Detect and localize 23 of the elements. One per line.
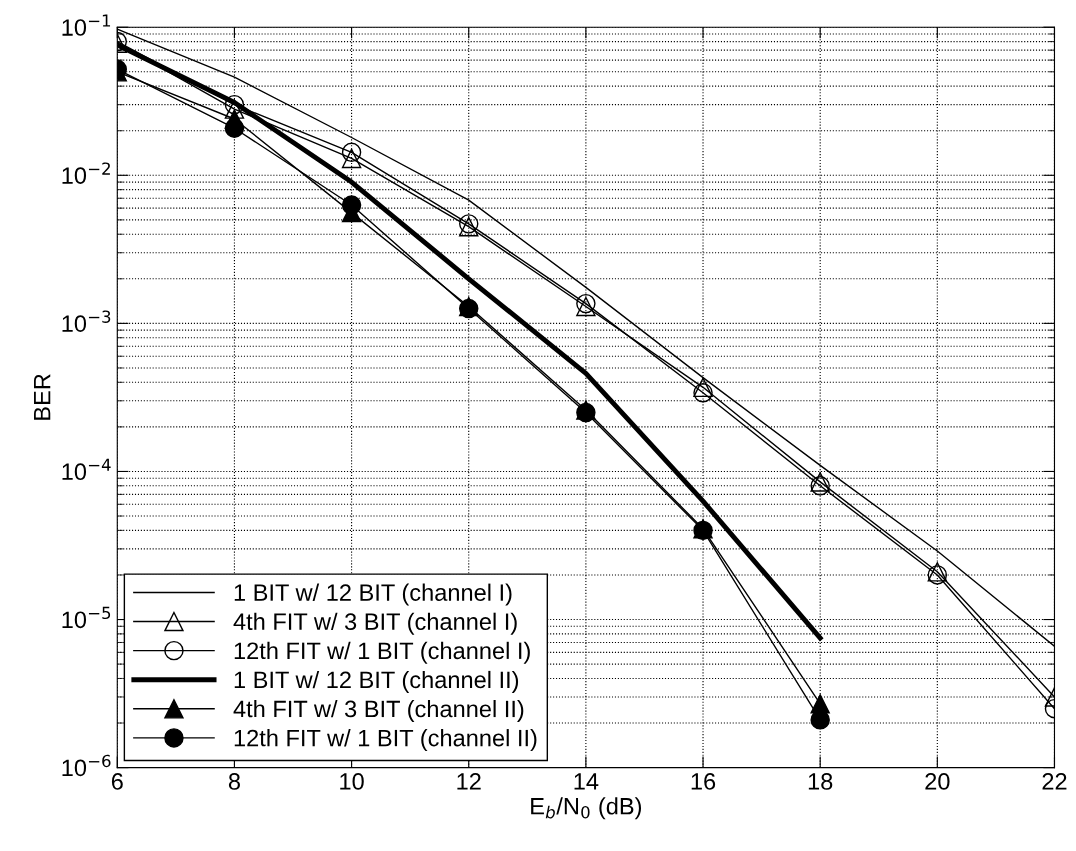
y-tick-label: 10$^{−4}$ — [62, 458, 111, 481]
x-tick-label: 20 — [925, 773, 950, 790]
x-tick-label: 6 — [111, 773, 123, 790]
y-tick-label: 10$^{−1}$ — [62, 14, 111, 36]
legend-label: 12th FIT w/ 1 BIT (channel I) — [234, 641, 530, 664]
x-tick-label: 12 — [457, 773, 481, 790]
y-axis-title: BER — [34, 374, 51, 420]
y-tick-label: 10$^{−2}$ — [62, 162, 110, 184]
legend-label: 4th FIT w/ 3 BIT (channel I) — [233, 612, 517, 635]
x-tick-label: 22 — [1042, 773, 1067, 790]
x-tick-label: 14 — [574, 773, 599, 790]
legend-label: 1 BIT w/ 12 BIT (channel II) — [234, 670, 519, 693]
y-tick-label: 10$^{−3}$ — [62, 310, 111, 332]
legend-label: 4th FIT w/ 3 BIT (channel II) — [233, 699, 524, 722]
x-tick-label: 16 — [691, 773, 716, 790]
x-tick-label: 8 — [228, 773, 240, 790]
legend-label: 1 BIT w/ 12 BIT (channel I) — [234, 583, 512, 606]
x-tick-label: 18 — [808, 773, 833, 790]
x-tick-label: 10 — [340, 773, 364, 790]
legend-label: 12th FIT w/ 1 BIT (channel II) — [234, 729, 537, 752]
y-tick-label: 10$^{−6}$ — [62, 754, 111, 777]
y-tick-label: 10$^{−5}$ — [62, 606, 111, 629]
x-axis-title: E$_{b}$/N$_{0}$ (dB) — [531, 797, 642, 820]
